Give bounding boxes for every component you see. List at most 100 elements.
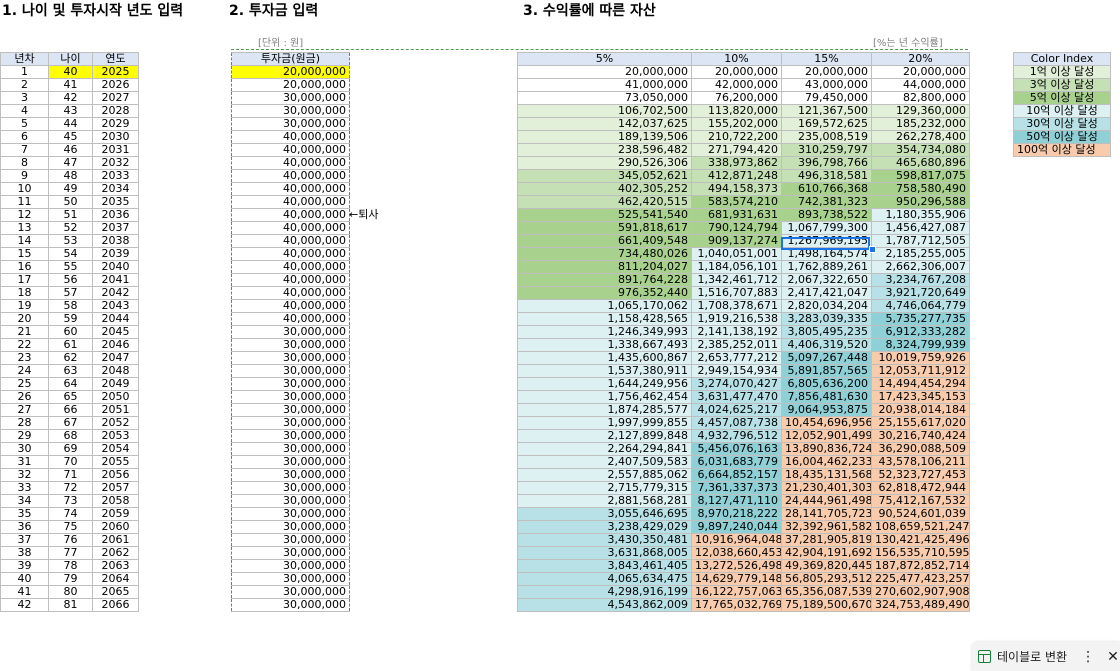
year-no-cell[interactable]: 40 bbox=[0, 572, 49, 586]
convert-to-table-chip[interactable]: 테이블로 변환 ⋮ ✕ bbox=[972, 642, 1120, 671]
asset-10pct-cell[interactable]: 583,574,210 bbox=[691, 195, 782, 209]
asset-5pct-cell[interactable]: 20,000,000 bbox=[517, 65, 692, 79]
investment-cell[interactable]: 40,000,000 bbox=[231, 312, 350, 326]
asset-15pct-cell[interactable]: 2,067,322,650 bbox=[781, 273, 872, 287]
investment-cell[interactable]: 30,000,000 bbox=[231, 117, 350, 131]
year-cell[interactable]: 2041 bbox=[92, 273, 139, 287]
year-cell[interactable]: 2025 bbox=[92, 65, 139, 79]
asset-15pct-cell[interactable]: 121,367,500 bbox=[781, 104, 872, 118]
year-no-cell[interactable]: 25 bbox=[0, 377, 49, 391]
year-cell[interactable]: 2032 bbox=[92, 156, 139, 170]
asset-20pct-cell[interactable]: 52,323,727,453 bbox=[871, 468, 970, 482]
year-no-cell[interactable]: 2 bbox=[0, 78, 49, 92]
asset-20pct-cell[interactable]: 598,817,075 bbox=[871, 169, 970, 183]
asset-15pct-cell[interactable]: 396,798,766 bbox=[781, 156, 872, 170]
asset-15pct-cell[interactable]: 75,189,500,670 bbox=[781, 598, 872, 612]
asset-5pct-cell[interactable]: 2,407,509,583 bbox=[517, 455, 692, 469]
investment-cell[interactable]: 30,000,000 bbox=[231, 481, 350, 495]
year-no-cell[interactable]: 24 bbox=[0, 364, 49, 378]
asset-10pct-cell[interactable]: 210,722,200 bbox=[691, 130, 782, 144]
investment-cell[interactable]: 30,000,000 bbox=[231, 104, 350, 118]
year-cell[interactable]: 2054 bbox=[92, 442, 139, 456]
header-investment[interactable]: 투자금(원금) bbox=[231, 52, 350, 66]
age-cell[interactable]: 40 bbox=[48, 65, 93, 79]
year-cell[interactable]: 2048 bbox=[92, 364, 139, 378]
year-no-cell[interactable]: 29 bbox=[0, 429, 49, 443]
age-cell[interactable]: 46 bbox=[48, 143, 93, 157]
asset-5pct-cell[interactable]: 3,055,646,695 bbox=[517, 507, 692, 521]
asset-10pct-cell[interactable]: 338,973,862 bbox=[691, 156, 782, 170]
year-cell[interactable]: 2050 bbox=[92, 390, 139, 404]
year-no-cell[interactable]: 6 bbox=[0, 130, 49, 144]
asset-15pct-cell[interactable]: 24,444,961,498 bbox=[781, 494, 872, 508]
age-cell[interactable]: 68 bbox=[48, 429, 93, 443]
investment-cell[interactable]: 30,000,000 bbox=[231, 455, 350, 469]
asset-20pct-cell[interactable]: 90,524,601,039 bbox=[871, 507, 970, 521]
asset-15pct-cell[interactable]: 7,856,481,630 bbox=[781, 390, 872, 404]
asset-15pct-cell[interactable]: 56,805,293,512 bbox=[781, 572, 872, 586]
age-cell[interactable]: 77 bbox=[48, 546, 93, 560]
age-cell[interactable]: 72 bbox=[48, 481, 93, 495]
age-cell[interactable]: 63 bbox=[48, 364, 93, 378]
year-no-cell[interactable]: 28 bbox=[0, 416, 49, 430]
asset-15pct-cell[interactable]: 37,281,905,819 bbox=[781, 533, 872, 547]
age-cell[interactable]: 48 bbox=[48, 169, 93, 183]
asset-20pct-cell[interactable]: 10,019,759,926 bbox=[871, 351, 970, 365]
asset-15pct-cell[interactable]: 28,141,705,723 bbox=[781, 507, 872, 521]
asset-5pct-cell[interactable]: 1,338,667,493 bbox=[517, 338, 692, 352]
investment-cell[interactable]: 40,000,000 bbox=[231, 182, 350, 196]
asset-10pct-cell[interactable]: 8,127,471,110 bbox=[691, 494, 782, 508]
asset-15pct-cell[interactable]: 5,097,267,448 bbox=[781, 351, 872, 365]
investment-cell[interactable]: 40,000,000 bbox=[231, 221, 350, 235]
asset-10pct-cell[interactable]: 42,000,000 bbox=[691, 78, 782, 92]
header-year[interactable]: 연도 bbox=[92, 52, 139, 66]
year-no-cell[interactable]: 31 bbox=[0, 455, 49, 469]
fill-handle[interactable] bbox=[869, 246, 876, 253]
age-cell[interactable]: 56 bbox=[48, 273, 93, 287]
age-cell[interactable]: 80 bbox=[48, 585, 93, 599]
year-no-cell[interactable]: 19 bbox=[0, 299, 49, 313]
year-cell[interactable]: 2059 bbox=[92, 507, 139, 521]
asset-5pct-cell[interactable]: 73,050,000 bbox=[517, 91, 692, 105]
year-cell[interactable]: 2026 bbox=[92, 78, 139, 92]
asset-15pct-cell[interactable]: 3,805,495,235 bbox=[781, 325, 872, 339]
age-cell[interactable]: 52 bbox=[48, 221, 93, 235]
year-no-cell[interactable]: 15 bbox=[0, 247, 49, 261]
asset-10pct-cell[interactable]: 4,024,625,217 bbox=[691, 403, 782, 417]
asset-20pct-cell[interactable]: 14,494,454,294 bbox=[871, 377, 970, 391]
asset-10pct-cell[interactable]: 14,629,779,148 bbox=[691, 572, 782, 586]
year-cell[interactable]: 2056 bbox=[92, 468, 139, 482]
asset-5pct-cell[interactable]: 2,557,885,062 bbox=[517, 468, 692, 482]
asset-10pct-cell[interactable]: 271,794,420 bbox=[691, 143, 782, 157]
age-cell[interactable]: 49 bbox=[48, 182, 93, 196]
asset-5pct-cell[interactable]: 1,874,285,577 bbox=[517, 403, 692, 417]
convert-to-table-label[interactable]: 테이블로 변환 bbox=[997, 650, 1068, 664]
asset-20pct-cell[interactable]: 30,216,740,424 bbox=[871, 429, 970, 443]
age-cell[interactable]: 60 bbox=[48, 325, 93, 339]
close-icon[interactable]: ✕ bbox=[1107, 648, 1119, 665]
year-no-cell[interactable]: 38 bbox=[0, 546, 49, 560]
asset-10pct-cell[interactable]: 2,949,154,934 bbox=[691, 364, 782, 378]
asset-5pct-cell[interactable]: 811,204,027 bbox=[517, 260, 692, 274]
year-cell[interactable]: 2045 bbox=[92, 325, 139, 339]
asset-10pct-cell[interactable]: 790,124,794 bbox=[691, 221, 782, 235]
year-no-cell[interactable]: 16 bbox=[0, 260, 49, 274]
asset-5pct-cell[interactable]: 1,158,428,565 bbox=[517, 312, 692, 326]
asset-10pct-cell[interactable]: 6,664,852,157 bbox=[691, 468, 782, 482]
asset-15pct-cell[interactable]: 5,891,857,565 bbox=[781, 364, 872, 378]
age-cell[interactable]: 76 bbox=[48, 533, 93, 547]
asset-10pct-cell[interactable]: 10,916,964,048 bbox=[691, 533, 782, 547]
asset-15pct-cell[interactable]: 6,805,636,200 bbox=[781, 377, 872, 391]
asset-20pct-cell[interactable]: 82,800,000 bbox=[871, 91, 970, 105]
asset-20pct-cell[interactable]: 20,938,014,184 bbox=[871, 403, 970, 417]
year-no-cell[interactable]: 4 bbox=[0, 104, 49, 118]
age-cell[interactable]: 47 bbox=[48, 156, 93, 170]
investment-cell[interactable]: 30,000,000 bbox=[231, 546, 350, 560]
year-cell[interactable]: 2036 bbox=[92, 208, 139, 222]
year-cell[interactable]: 2035 bbox=[92, 195, 139, 209]
age-cell[interactable]: 41 bbox=[48, 78, 93, 92]
asset-20pct-cell[interactable]: 324,753,489,490 bbox=[871, 598, 970, 612]
asset-5pct-cell[interactable]: 3,631,868,005 bbox=[517, 546, 692, 560]
asset-10pct-cell[interactable]: 3,274,070,427 bbox=[691, 377, 782, 391]
asset-20pct-cell[interactable]: 3,234,767,208 bbox=[871, 273, 970, 287]
